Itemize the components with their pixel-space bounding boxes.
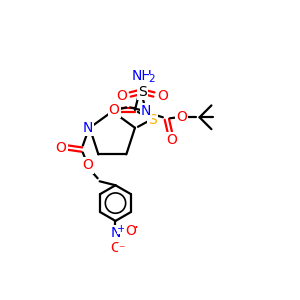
Text: N: N [82,121,93,135]
Text: O: O [116,88,127,103]
Text: NH: NH [132,69,152,83]
Text: S: S [138,85,146,98]
Text: O: O [125,224,136,238]
Text: S: S [148,113,157,127]
Text: +: + [117,224,126,234]
Text: O: O [109,103,120,117]
Text: ⁻: ⁻ [118,243,125,256]
Text: O: O [158,88,168,103]
Text: ·: · [134,221,139,236]
Text: O: O [110,241,121,255]
Text: O: O [167,133,177,147]
Text: N: N [110,226,121,240]
Text: O: O [56,141,66,154]
Text: 2: 2 [149,74,155,84]
Text: O: O [82,158,93,172]
Text: N: N [141,104,151,118]
Text: O: O [176,110,187,124]
